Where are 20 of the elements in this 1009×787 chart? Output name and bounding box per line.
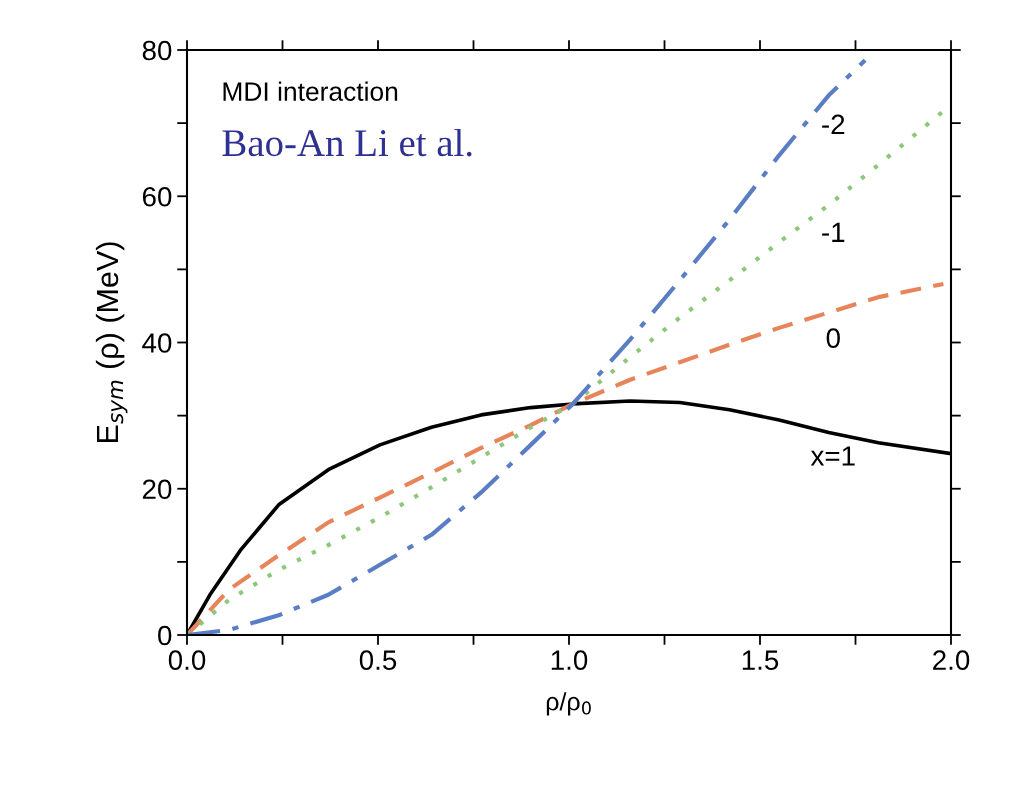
series-label: x=1 (810, 446, 855, 466)
x-tick-label: 1.0 (551, 650, 588, 670)
y-tick-label: 0 (158, 625, 172, 646)
y-axis-title: E$_{sym}$ (ρ) (MeV) (95, 242, 128, 443)
y-tick-label: 40 (142, 333, 172, 353)
y-tick-label: 20 (142, 479, 172, 500)
x-axis-title: ρ/ρ$_{0}$ (546, 692, 591, 716)
line-series (187, 281, 946, 635)
y-tick-label: 60 (142, 186, 172, 207)
x-tick-label: 0.5 (359, 650, 397, 670)
x-tick-label: 1.5 (742, 650, 779, 670)
series-label: -1 (822, 222, 845, 242)
line-series (187, 58, 868, 635)
series-label: -2 (822, 114, 845, 134)
y-tick-label: 80 (142, 40, 172, 61)
annotation: Bao-An Li et al. (222, 128, 472, 157)
series-label: 0 (826, 328, 840, 348)
annotation: MDI interaction (223, 81, 398, 101)
x-tick-label: 0.0 (168, 650, 206, 670)
x-tick-label: 2.0 (933, 650, 970, 670)
